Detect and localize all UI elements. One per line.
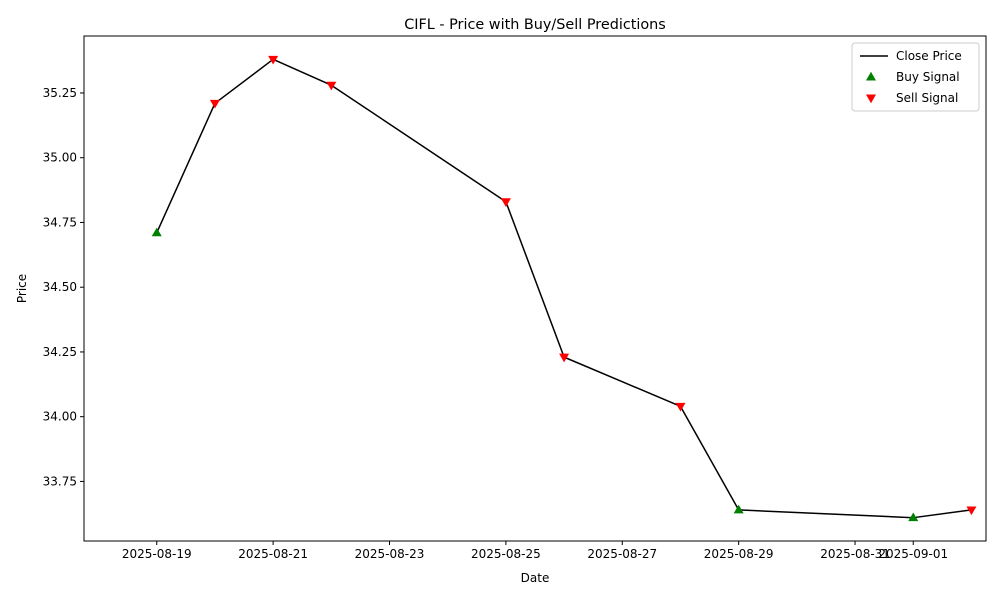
y-tick-label: 34.00: [43, 410, 77, 424]
buy-signal-marker: [733, 504, 744, 514]
y-tick-label: 35.00: [43, 151, 77, 165]
sell-signal-marker: [268, 55, 279, 65]
x-axis-title: Date: [521, 571, 550, 585]
legend-label: Sell Signal: [896, 91, 958, 105]
sell-signal-marker: [675, 402, 686, 412]
chart-title: CIFL - Price with Buy/Sell Predictions: [404, 17, 666, 33]
buy-signal-marker: [151, 227, 162, 237]
legend-buy-swatch: [866, 71, 876, 81]
y-tick-label: 34.50: [43, 280, 77, 294]
x-tick-label: 2025-08-21: [238, 547, 308, 561]
y-tick-label: 33.75: [43, 474, 77, 488]
close-price-line: [156, 58, 972, 519]
legend-box: [851, 42, 980, 112]
legend-label: Close Price: [896, 49, 962, 63]
sell-signal-marker: [209, 99, 220, 109]
y-axis-title: Price: [15, 274, 29, 303]
buy-signal-marker: [908, 512, 919, 522]
x-tick-label: 2025-08-29: [704, 547, 774, 561]
axes-frame: [83, 35, 987, 542]
y-tick-label: 35.25: [43, 86, 77, 100]
sell-signal-marker: [326, 81, 337, 91]
sell-signal-marker: [559, 353, 570, 363]
x-tick-label: 2025-08-19: [122, 547, 192, 561]
x-tick-label: 2025-08-31: [820, 547, 890, 561]
legend-sell-swatch: [866, 94, 876, 104]
sell-signal-marker: [500, 198, 511, 207]
x-tick-label: 2025-08-23: [355, 547, 425, 561]
legend-label: Buy Signal: [896, 70, 960, 84]
x-tick-label: 2025-08-27: [587, 547, 657, 561]
axes: 2025-08-19 2025-08-21 2025-08-23 2025-08-25…: [43, 35, 987, 561]
legend: Close Price Buy Signal Sell Signal: [851, 42, 980, 112]
x-tick-label: 2025-08-25: [471, 547, 541, 561]
x-tick-label: 2025-09-01: [878, 547, 948, 561]
sell-signal-marker: [966, 506, 977, 516]
y-tick-label: 34.25: [43, 345, 77, 359]
plot-area: [151, 55, 977, 522]
y-tick-label: 34.75: [43, 215, 77, 229]
